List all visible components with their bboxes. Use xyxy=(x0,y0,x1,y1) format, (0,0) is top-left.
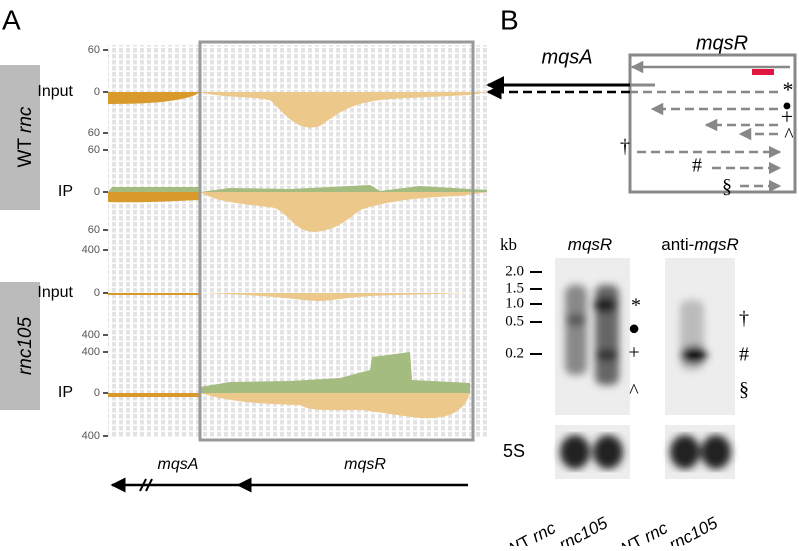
tick-label: 60 xyxy=(88,144,100,156)
label-part: rnc105 xyxy=(666,513,721,546)
coverage xyxy=(108,393,200,397)
coverage xyxy=(108,92,200,104)
lane-label: rnc105 xyxy=(666,513,721,546)
panel-a xyxy=(0,40,488,493)
break-mark xyxy=(139,478,153,492)
region-box xyxy=(198,40,475,442)
tick-label: 0 xyxy=(94,287,100,299)
tick-label: 0 xyxy=(94,186,100,198)
tick-label: 400 xyxy=(82,430,100,442)
tick-label: 0 xyxy=(94,387,100,399)
ladder-label: 0.2 xyxy=(505,345,524,361)
lane-label: rnc105 xyxy=(556,513,611,546)
gene-label: mqsR xyxy=(696,32,748,54)
tick-label: 400 xyxy=(82,244,100,256)
ladder-label: 0.5 xyxy=(505,313,524,329)
label-part: rnc xyxy=(641,518,671,546)
ladder-label: 1.5 xyxy=(505,280,524,296)
track-label: IP xyxy=(58,183,73,200)
probe xyxy=(752,69,774,75)
gene-label: mqsR xyxy=(344,456,386,473)
loading-label: 5S xyxy=(503,441,525,461)
band-symbol: * xyxy=(631,295,641,317)
transcript-symbol: # xyxy=(692,155,702,177)
panel-label: B xyxy=(500,4,519,35)
transcript-symbol: + xyxy=(781,104,793,129)
tick-label: 400 xyxy=(82,329,100,341)
lane-label: WT rnc xyxy=(614,518,671,546)
strain-label: WT rnc xyxy=(15,106,36,167)
label-part: WT xyxy=(502,532,534,546)
coverage xyxy=(200,92,487,128)
transcript-symbol: ● xyxy=(782,98,792,115)
label-part: rnc xyxy=(15,106,36,133)
unit-label: kb xyxy=(500,235,517,254)
ladder-label: 2.0 xyxy=(505,263,524,279)
strain-box xyxy=(0,282,40,410)
diagram-box xyxy=(628,53,797,194)
transcript-symbol: * xyxy=(783,77,794,102)
bands xyxy=(565,285,707,385)
label-part: WT xyxy=(614,532,646,546)
transcript-symbol: † xyxy=(620,136,630,158)
transcript-symbol: § xyxy=(722,176,732,198)
tick-label: 60 xyxy=(88,127,100,139)
track-label: IP xyxy=(58,384,73,401)
coverage xyxy=(108,187,200,192)
tick-label: 400 xyxy=(82,346,100,358)
ladder-label: 1.0 xyxy=(505,295,524,311)
bands xyxy=(560,435,731,469)
transcript-symbol: ^ xyxy=(784,125,794,147)
band-symbol: § xyxy=(739,379,749,401)
coverage xyxy=(200,352,470,393)
label-part: WT xyxy=(15,138,36,168)
tick-label: 60 xyxy=(88,224,100,236)
label-part: mqsR xyxy=(694,235,738,254)
probe-label: anti-mqsR xyxy=(661,235,738,254)
band-symbol: # xyxy=(739,344,749,366)
band-symbol: ● xyxy=(628,318,640,340)
coverage xyxy=(200,185,487,192)
coverage xyxy=(108,192,200,203)
label-part: rnc105 xyxy=(556,513,611,546)
band-symbol: † xyxy=(739,308,749,330)
strain-box xyxy=(0,65,40,210)
coverage xyxy=(108,293,200,295)
tick-label: 0 xyxy=(94,86,100,98)
track-label: Input xyxy=(37,83,73,100)
panel-label: A xyxy=(2,4,21,35)
panel-b xyxy=(486,53,797,479)
label-part: mqsR xyxy=(568,235,612,254)
lane-label: WT rnc xyxy=(502,518,559,546)
label-part: anti- xyxy=(661,235,694,254)
coverage xyxy=(200,393,470,419)
coverage xyxy=(200,192,487,232)
gene-label: mqsA xyxy=(158,456,199,473)
probe-label: mqsR xyxy=(568,235,612,254)
tick-label: 60 xyxy=(88,44,100,56)
coverage xyxy=(200,293,470,301)
label-part: rnc105 xyxy=(15,317,36,376)
track-label: Input xyxy=(37,284,73,301)
label-part: rnc xyxy=(529,518,559,546)
strain-label: rnc105 xyxy=(15,317,36,376)
band-symbol: ^ xyxy=(629,381,639,403)
band-symbol: + xyxy=(628,342,639,364)
gene-label: mqsA xyxy=(541,46,592,68)
